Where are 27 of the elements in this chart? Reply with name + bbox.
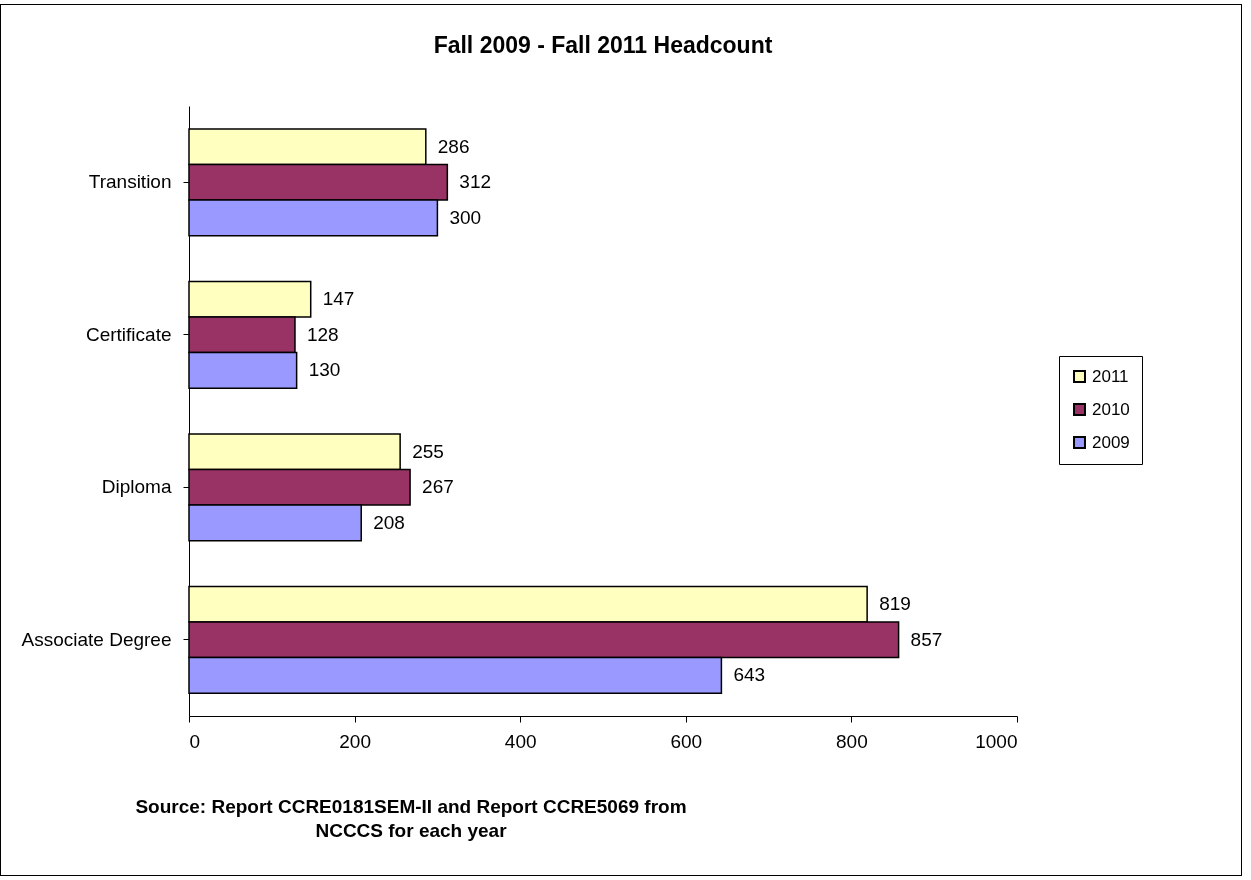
data-label: 208 [373, 511, 405, 533]
data-label: 147 [322, 288, 355, 310]
x-tick-label: 1000 [975, 730, 1018, 752]
data-label: 128 [306, 323, 339, 345]
data-label: 267 [422, 476, 454, 498]
data-label: 286 [437, 135, 470, 157]
x-tick-label: 600 [670, 730, 703, 752]
data-label: 255 [412, 440, 444, 462]
y-tick-label: Associate Degree [21, 628, 172, 650]
y-tick-label: Transition [88, 171, 172, 193]
x-tick-label: 200 [339, 730, 371, 752]
x-tick-label: 0 [189, 730, 201, 752]
y-tick-label: Certificate [85, 323, 172, 345]
data-label: 300 [449, 206, 482, 228]
data-label: 312 [459, 171, 492, 193]
legend-label: 2010 [1092, 399, 1130, 419]
chart-title: Fall 2009 - Fall 2011 Headcount [433, 32, 773, 58]
legend-label: 2009 [1092, 432, 1130, 452]
source-note: Source: Report CCRE0181SEM-II and Report CCRE5069 from NCCCS for each year [134, 795, 688, 843]
legend-label: 2011 [1092, 366, 1129, 386]
x-tick-label: 800 [836, 730, 868, 752]
data-label: 130 [308, 359, 341, 381]
y-tick-label: Diploma [101, 476, 172, 498]
x-tick-label: 400 [504, 730, 537, 752]
data-label: 857 [910, 628, 943, 650]
data-label: 643 [733, 664, 766, 686]
data-label: 819 [879, 593, 911, 615]
